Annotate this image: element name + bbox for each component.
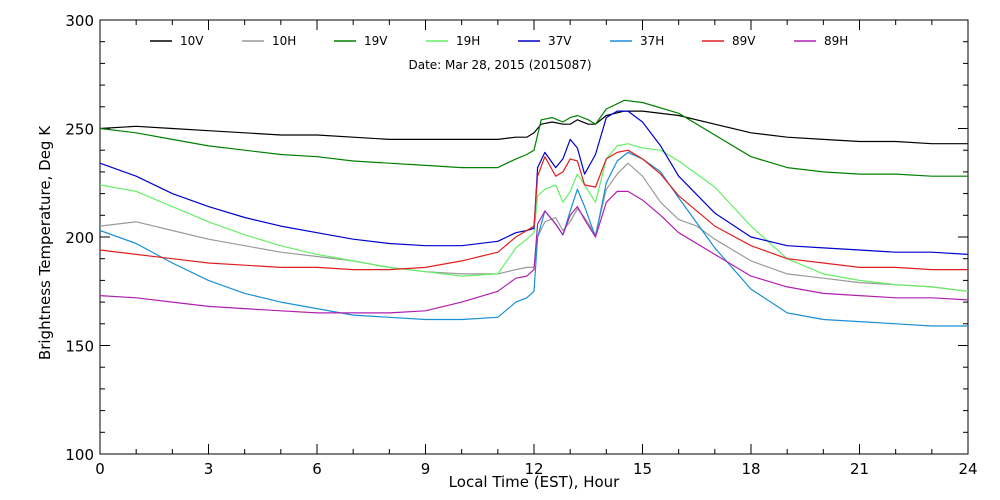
x-tick-label: 15 bbox=[633, 460, 652, 478]
x-tick-label: 9 bbox=[421, 460, 431, 478]
y-tick-label: 150 bbox=[65, 338, 94, 356]
legend-label: 37V bbox=[548, 34, 572, 48]
series-line-19h bbox=[99, 143, 969, 292]
x-tick-label: 18 bbox=[741, 460, 760, 478]
x-tick-label: 21 bbox=[850, 460, 869, 478]
legend: 10V 10H 19V 19H 37V 37H 89V 89H bbox=[150, 34, 848, 48]
legend-label: 10V bbox=[180, 34, 204, 48]
x-tick-label: 3 bbox=[204, 460, 214, 478]
x-tick-label: 24 bbox=[958, 460, 977, 478]
legend-label: 19H bbox=[456, 34, 480, 48]
y-tick-label: 200 bbox=[65, 229, 94, 247]
series-lines bbox=[99, 99, 969, 327]
x-tick-label: 6 bbox=[312, 460, 322, 478]
legend-label: 89V bbox=[732, 34, 756, 48]
legend-label: 19V bbox=[364, 34, 388, 48]
series-line-37h bbox=[99, 151, 968, 327]
series-line-89v bbox=[99, 149, 968, 271]
axis-ticks bbox=[99, 19, 969, 455]
y-tick-label: 100 bbox=[65, 446, 94, 464]
legend-label: 37H bbox=[640, 34, 664, 48]
series-line-10v bbox=[99, 110, 968, 145]
plot-frame bbox=[99, 19, 969, 455]
series-line-19v bbox=[99, 99, 968, 177]
x-axis-title: Local Time (EST), Hour bbox=[449, 473, 620, 491]
x-tick-label: 0 bbox=[95, 460, 105, 478]
y-axis-title: Brightness Temperature, Deg K bbox=[36, 125, 54, 360]
legend-label: 89H bbox=[824, 34, 848, 48]
x-tick-label: 12 bbox=[524, 460, 543, 478]
legend-label: 10H bbox=[272, 34, 296, 48]
date-annotation: Date: Mar 28, 2015 (2015087) bbox=[408, 58, 591, 72]
series-line-89h bbox=[99, 190, 969, 314]
axis-tick-labels: 0 3 6 9 12 15 18 21 24 100 150 200 250 300 bbox=[65, 12, 977, 478]
y-tick-label: 250 bbox=[65, 121, 94, 139]
y-tick-label: 300 bbox=[65, 12, 94, 30]
series-line-37v bbox=[99, 110, 969, 255]
series-line-10h bbox=[99, 162, 969, 292]
